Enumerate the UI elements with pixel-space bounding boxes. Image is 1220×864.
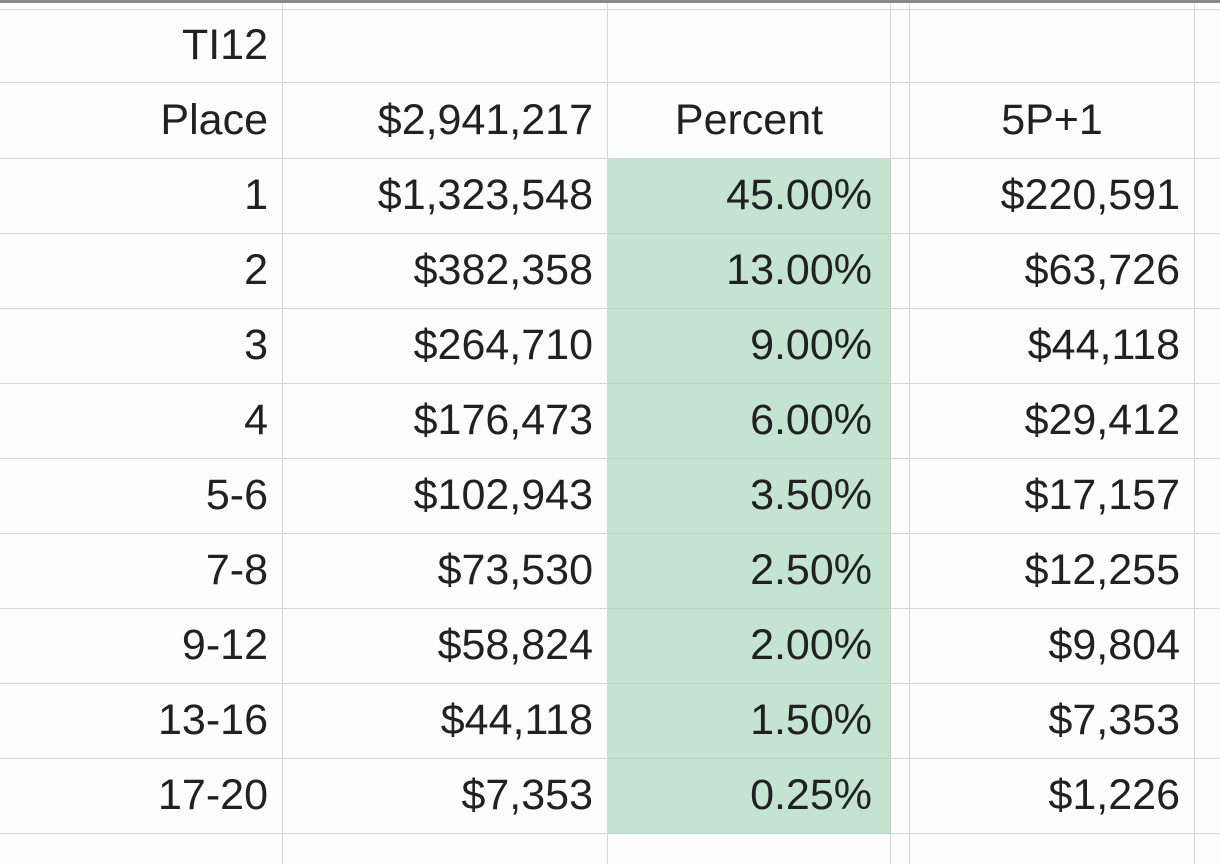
cell-empty[interactable] bbox=[910, 834, 1195, 864]
cell-amount[interactable]: $7,353 bbox=[283, 759, 608, 834]
cell-empty[interactable] bbox=[1195, 759, 1220, 834]
cell-percent[interactable]: 9.00% bbox=[608, 309, 891, 384]
cell-bonus[interactable]: $220,591 bbox=[910, 159, 1195, 234]
cell-amount[interactable]: $1,323,548 bbox=[283, 159, 608, 234]
cell-empty[interactable] bbox=[0, 834, 283, 864]
cell-percent[interactable]: 1.50% bbox=[608, 684, 891, 759]
cell-place[interactable]: 4 bbox=[0, 384, 283, 459]
cell-amount[interactable]: $382,358 bbox=[283, 234, 608, 309]
cell-bonus[interactable]: $44,118 bbox=[910, 309, 1195, 384]
cell-empty[interactable] bbox=[1195, 83, 1220, 159]
header-5p1[interactable]: 5P+1 bbox=[910, 83, 1195, 159]
window-top-edge bbox=[0, 0, 1220, 3]
cell-percent[interactable]: 2.50% bbox=[608, 534, 891, 609]
cell-empty[interactable] bbox=[1195, 10, 1220, 83]
cell-place[interactable]: 5-6 bbox=[0, 459, 283, 534]
cell-bonus[interactable]: $29,412 bbox=[910, 384, 1195, 459]
cell-bonus[interactable]: $12,255 bbox=[910, 534, 1195, 609]
cell-empty[interactable] bbox=[1195, 459, 1220, 534]
cell-empty[interactable] bbox=[891, 534, 910, 609]
table-row: 2 $382,358 13.00% $63,726 bbox=[0, 234, 1220, 309]
cell-empty[interactable] bbox=[1195, 384, 1220, 459]
cell-place[interactable]: 7-8 bbox=[0, 534, 283, 609]
cell-empty[interactable] bbox=[608, 3, 891, 10]
cell-empty[interactable] bbox=[891, 83, 910, 159]
cell-place[interactable]: 2 bbox=[0, 234, 283, 309]
cell-percent[interactable]: 0.25% bbox=[608, 759, 891, 834]
cell-sheet-title[interactable]: TI12 bbox=[0, 10, 283, 83]
cell-amount[interactable]: $102,943 bbox=[283, 459, 608, 534]
cell-empty[interactable] bbox=[1195, 234, 1220, 309]
cell-bonus[interactable]: $9,804 bbox=[910, 609, 1195, 684]
cell-place[interactable]: 3 bbox=[0, 309, 283, 384]
header-row: Place $2,941,217 Percent 5P+1 bbox=[0, 83, 1220, 159]
table-row: 1 $1,323,548 45.00% $220,591 bbox=[0, 159, 1220, 234]
partial-bottom-row bbox=[0, 834, 1220, 864]
cell-empty[interactable] bbox=[283, 3, 608, 10]
cell-amount[interactable]: $44,118 bbox=[283, 684, 608, 759]
cell-empty[interactable] bbox=[1195, 534, 1220, 609]
cell-empty[interactable] bbox=[891, 384, 910, 459]
cell-empty[interactable] bbox=[1195, 684, 1220, 759]
table-row: 9-12 $58,824 2.00% $9,804 bbox=[0, 609, 1220, 684]
title-row: TI12 bbox=[0, 10, 1220, 83]
cell-empty[interactable] bbox=[891, 3, 910, 10]
header-percent[interactable]: Percent bbox=[608, 83, 891, 159]
cell-empty[interactable] bbox=[891, 609, 910, 684]
cell-amount[interactable]: $58,824 bbox=[283, 609, 608, 684]
cell-empty[interactable] bbox=[283, 10, 608, 83]
cell-empty[interactable] bbox=[891, 459, 910, 534]
cell-bonus[interactable]: $63,726 bbox=[910, 234, 1195, 309]
cell-empty[interactable] bbox=[1195, 309, 1220, 384]
table-row: 13-16 $44,118 1.50% $7,353 bbox=[0, 684, 1220, 759]
cell-place[interactable]: 13-16 bbox=[0, 684, 283, 759]
cell-percent[interactable]: 45.00% bbox=[608, 159, 891, 234]
cell-empty[interactable] bbox=[1195, 159, 1220, 234]
cell-empty[interactable] bbox=[891, 834, 910, 864]
cell-percent[interactable]: 6.00% bbox=[608, 384, 891, 459]
cell-bonus[interactable]: $1,226 bbox=[910, 759, 1195, 834]
partial-top-row bbox=[0, 3, 1220, 10]
cell-empty[interactable] bbox=[0, 3, 283, 10]
cell-place[interactable]: 17-20 bbox=[0, 759, 283, 834]
cell-empty[interactable] bbox=[608, 10, 891, 83]
table-row: 4 $176,473 6.00% $29,412 bbox=[0, 384, 1220, 459]
cell-amount[interactable]: $176,473 bbox=[283, 384, 608, 459]
table-row: 5-6 $102,943 3.50% $17,157 bbox=[0, 459, 1220, 534]
cell-empty[interactable] bbox=[1195, 3, 1220, 10]
cell-amount[interactable]: $73,530 bbox=[283, 534, 608, 609]
spreadsheet-grid: TI12 Place $2,941,217 Percent 5P+1 1 $1,… bbox=[0, 3, 1220, 864]
header-total-prize-pool[interactable]: $2,941,217 bbox=[283, 83, 608, 159]
cell-empty[interactable] bbox=[1195, 609, 1220, 684]
cell-percent[interactable]: 3.50% bbox=[608, 459, 891, 534]
table-row: 7-8 $73,530 2.50% $12,255 bbox=[0, 534, 1220, 609]
cell-place[interactable]: 1 bbox=[0, 159, 283, 234]
cell-empty[interactable] bbox=[910, 10, 1195, 83]
cell-empty[interactable] bbox=[891, 10, 910, 83]
cell-empty[interactable] bbox=[283, 834, 608, 864]
cell-empty[interactable] bbox=[910, 3, 1195, 10]
cell-place[interactable]: 9-12 bbox=[0, 609, 283, 684]
cell-percent[interactable]: 2.00% bbox=[608, 609, 891, 684]
cell-empty[interactable] bbox=[891, 159, 910, 234]
cell-amount[interactable]: $264,710 bbox=[283, 309, 608, 384]
cell-empty[interactable] bbox=[608, 834, 891, 864]
cell-empty[interactable] bbox=[891, 234, 910, 309]
header-place[interactable]: Place bbox=[0, 83, 283, 159]
cell-percent[interactable]: 13.00% bbox=[608, 234, 891, 309]
table-row: 3 $264,710 9.00% $44,118 bbox=[0, 309, 1220, 384]
cell-bonus[interactable]: $7,353 bbox=[910, 684, 1195, 759]
cell-empty[interactable] bbox=[1195, 834, 1220, 864]
cell-empty[interactable] bbox=[891, 684, 910, 759]
cell-empty[interactable] bbox=[891, 759, 910, 834]
cell-empty[interactable] bbox=[891, 309, 910, 384]
cell-bonus[interactable]: $17,157 bbox=[910, 459, 1195, 534]
table-row: 17-20 $7,353 0.25% $1,226 bbox=[0, 759, 1220, 834]
